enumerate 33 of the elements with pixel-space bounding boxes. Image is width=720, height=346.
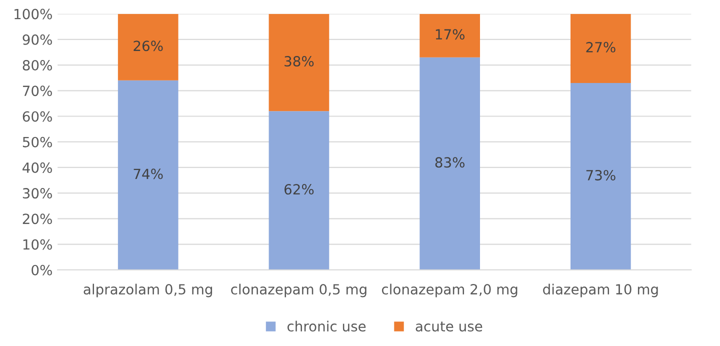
bar xyxy=(118,14,178,80)
y-tick-label: 50% xyxy=(22,136,52,148)
y-tick-label: 60% xyxy=(22,111,52,122)
bar xyxy=(268,14,330,112)
y-tick-label: 90% xyxy=(22,34,52,45)
data-label: 26% xyxy=(134,40,163,52)
bar xyxy=(118,80,178,270)
y-tick-label: 20% xyxy=(22,214,52,224)
data-label: 74% xyxy=(134,168,163,180)
y-tick-label: 10% xyxy=(23,239,52,250)
legend-label: chronic use xyxy=(287,320,366,332)
data-label: 27% xyxy=(586,42,616,52)
bar xyxy=(570,82,631,270)
data-label: 73% xyxy=(586,170,616,180)
y-tick-label: 80% xyxy=(22,60,52,71)
legend-label: acute use xyxy=(416,322,482,332)
bar xyxy=(570,14,631,83)
x-tick-label: clonazepam 2,0 mg xyxy=(382,284,518,298)
data-label: 38% xyxy=(284,56,314,67)
y-tick-label: 40% xyxy=(22,162,52,173)
data-label: 17% xyxy=(436,29,464,40)
x-tick-label: alprazolam 0,5 mg xyxy=(84,284,212,298)
data-label: 62% xyxy=(284,184,314,195)
bar xyxy=(420,14,480,58)
data-label: 83% xyxy=(435,157,464,168)
y-tick-label: 70% xyxy=(23,86,52,96)
y-tick-label: 0% xyxy=(32,264,52,276)
bar xyxy=(268,111,330,270)
x-tick-label: diazepam 10 mg xyxy=(543,284,658,298)
x-tick-label: clonazepam 0,5 mg xyxy=(231,284,366,298)
y-tick-label: 30% xyxy=(22,188,52,199)
bar xyxy=(420,57,480,270)
y-tick-label: 100% xyxy=(14,8,52,20)
